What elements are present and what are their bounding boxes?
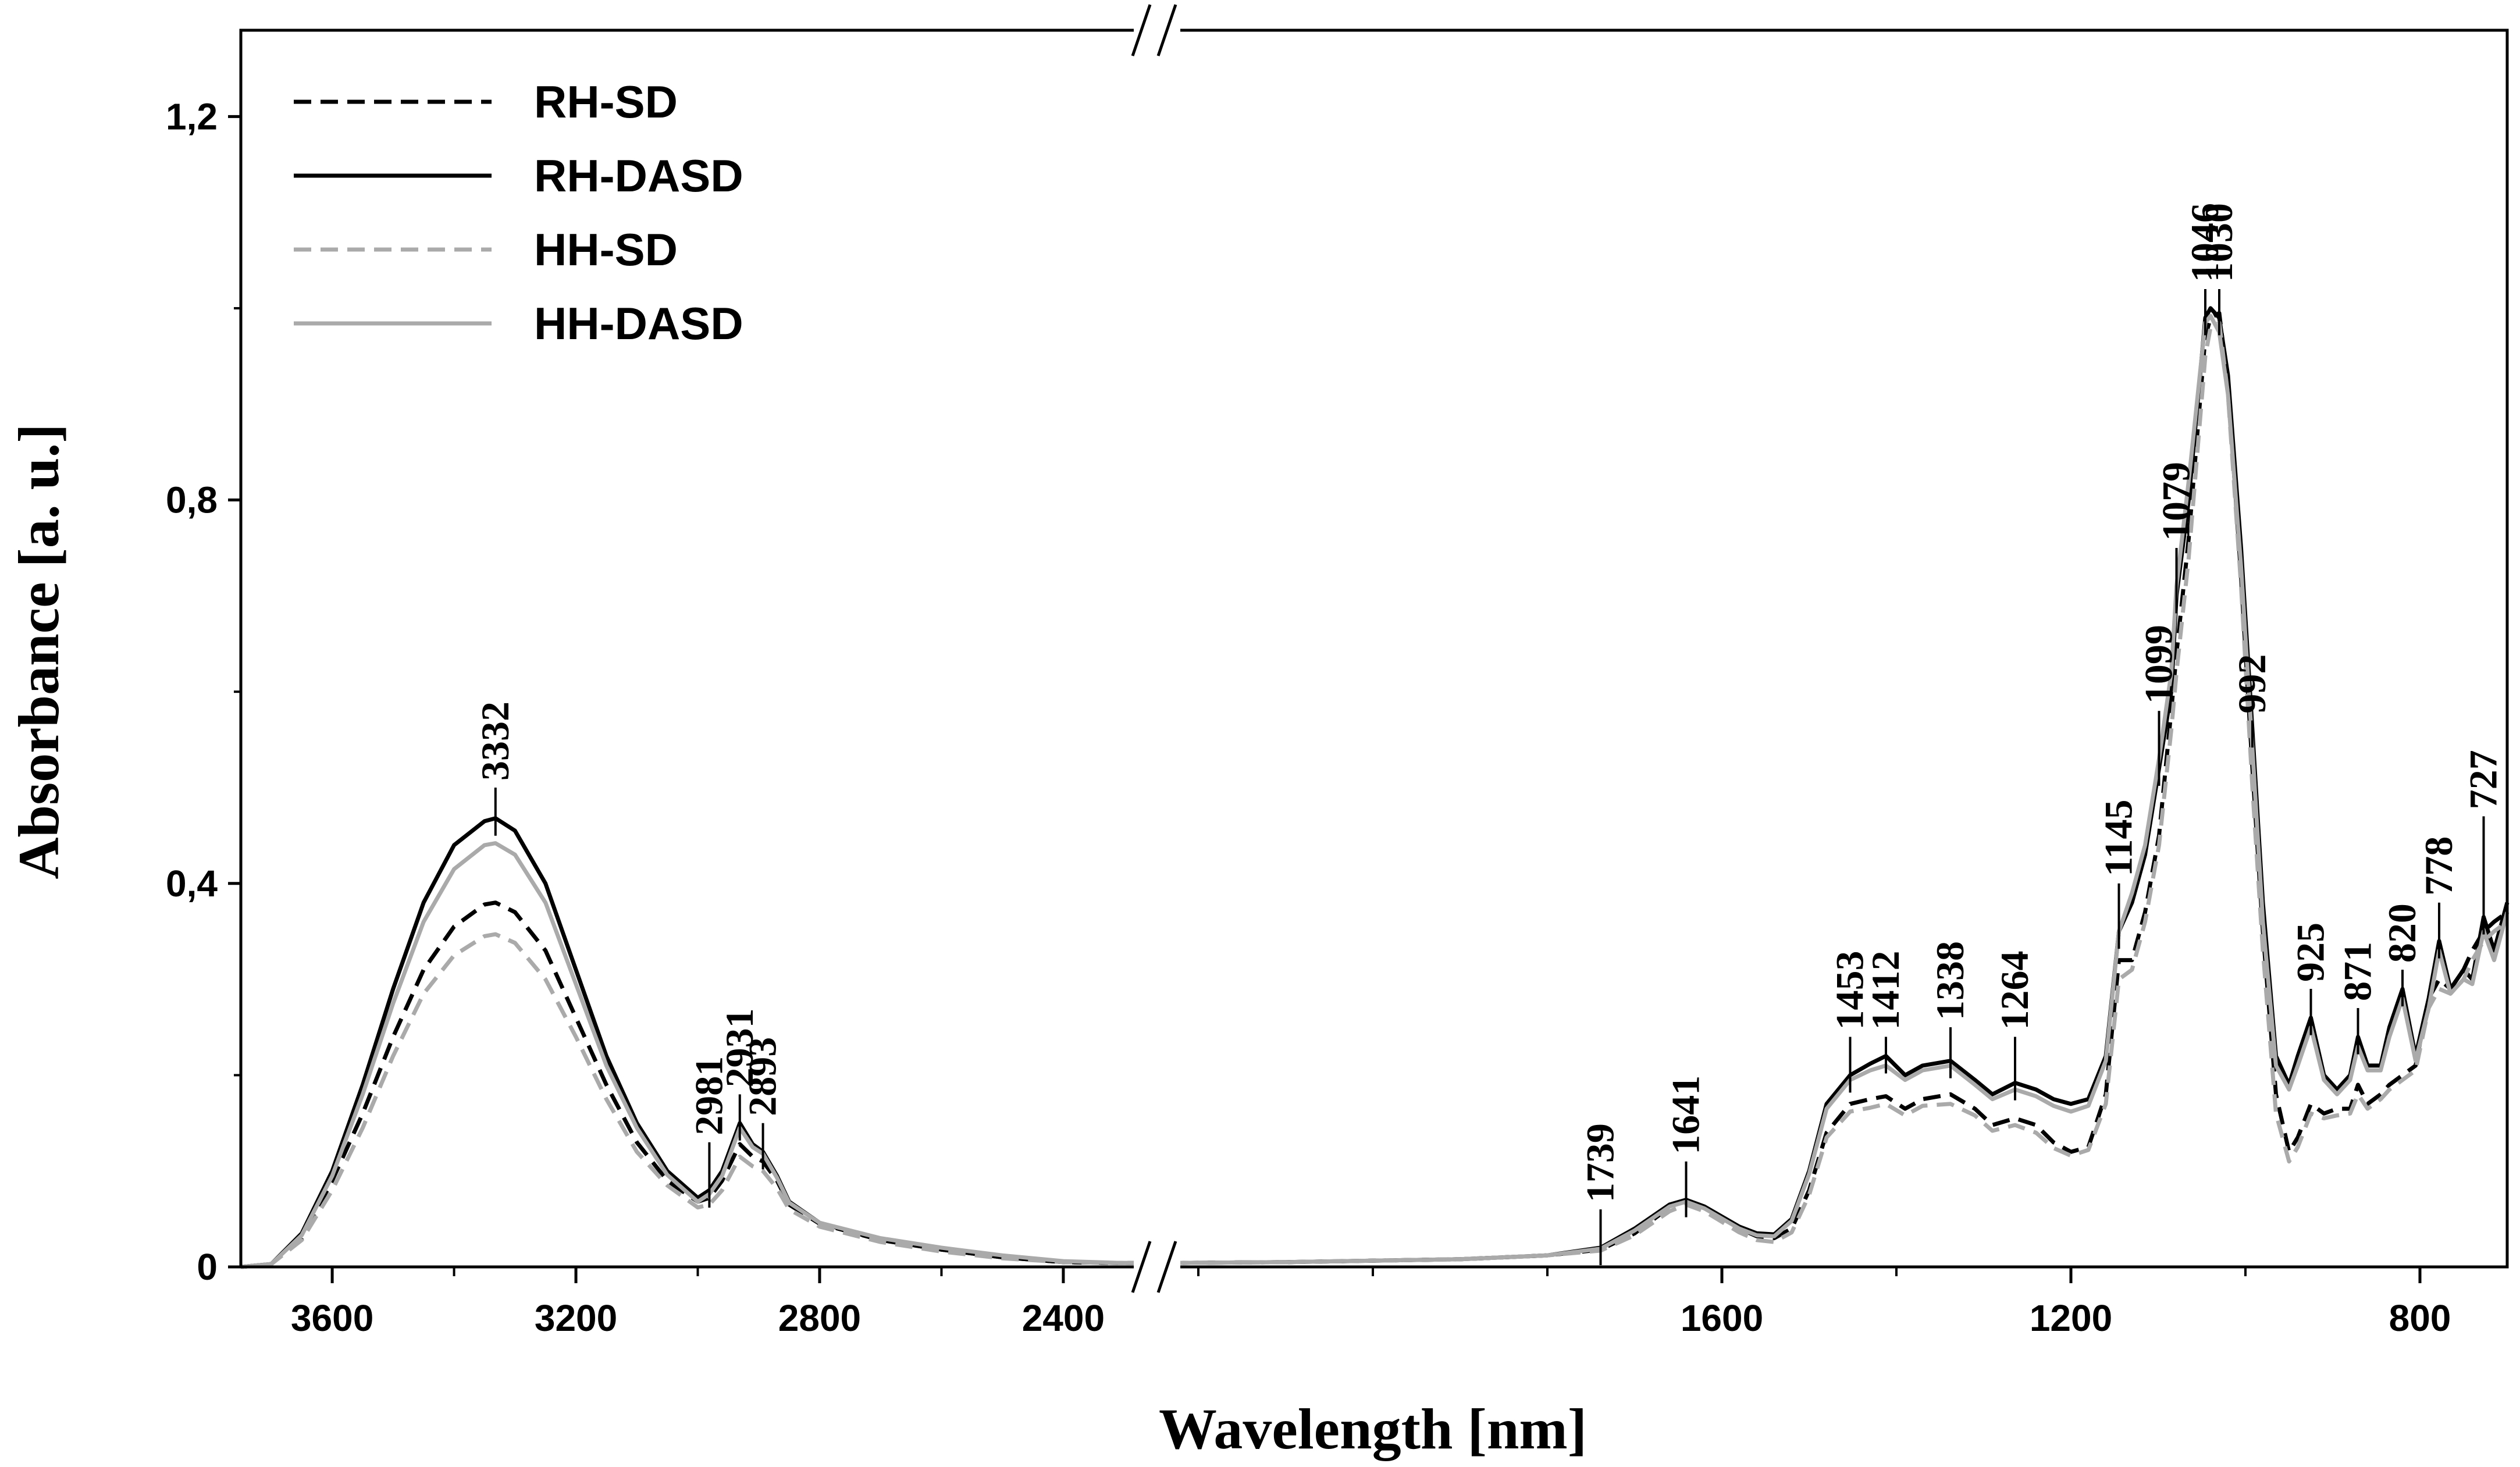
- legend-item-rh-sd: RH-SD: [294, 76, 678, 127]
- peak-annotation-1145: 1145: [2097, 800, 2141, 949]
- x-axis-title: Wavelength [nm]: [1159, 1397, 1587, 1461]
- peak-annotation-1338: 1338: [1928, 941, 1972, 1078]
- peak-label: 1453: [1828, 950, 1872, 1030]
- peak-annotation-1046: 1046: [2183, 203, 2227, 336]
- peak-label: 778: [2416, 836, 2461, 896]
- peak-annotation-778: 778: [2416, 836, 2461, 959]
- series-layer: [240, 306, 2510, 1269]
- x-tick-label: 1200: [2030, 1297, 2112, 1339]
- legend-item-hh-sd: HH-SD: [294, 224, 678, 275]
- peak-annotation-1453: 1453: [1828, 950, 1872, 1093]
- peak-annotation-2931: 2931: [717, 1008, 761, 1141]
- y-axis-title: Absorbance [a. u.]: [6, 423, 71, 879]
- x-tick-label: 3200: [535, 1297, 617, 1339]
- axes-layer: 0 0,4 0,8 1,2 3600 3200 2800 2400 1600 1200 800: [166, 4, 2509, 1339]
- peak-label: 1145: [2097, 800, 2141, 877]
- peak-label: 2893: [741, 1037, 785, 1116]
- peak-annotation-925: 925: [2288, 923, 2333, 1035]
- series-line-rh-dasd: [240, 306, 2510, 1269]
- peak-annotation-820: 820: [2380, 903, 2424, 1007]
- x-tick-label: 2400: [1022, 1297, 1105, 1339]
- peak-label: 727: [2461, 750, 2505, 809]
- peak-label: 871: [2336, 942, 2380, 1001]
- series-line-hh-sd: [240, 321, 2509, 1269]
- peak-annotation-871: 871: [2336, 942, 2380, 1055]
- peak-label: 1338: [1928, 941, 1972, 1020]
- series-line-rh-sd: [240, 311, 2509, 1269]
- peak-label: 925: [2288, 923, 2333, 982]
- axis-break-top: [1131, 4, 1180, 56]
- peak-label: 820: [2380, 903, 2424, 963]
- peak-annotation-727: 727: [2461, 750, 2505, 935]
- axis-break-bottom: [1131, 1241, 1180, 1293]
- peak-label: 1412: [1863, 950, 1907, 1030]
- peak-label: 1099: [2137, 625, 2181, 704]
- legend-item-rh-dasd: RH-DASD: [294, 150, 743, 201]
- y-tick-label: 0: [197, 1246, 218, 1288]
- peak-label: 1079: [2154, 462, 2198, 541]
- peak-label: 1030: [2197, 203, 2241, 282]
- peak-annotation-1030: 1030: [2197, 203, 2241, 336]
- peak-annotation-992: 992: [2230, 654, 2274, 748]
- peak-label: 2981: [686, 1056, 731, 1135]
- peak-label: 1641: [1664, 1076, 1708, 1155]
- legend-label: HH-SD: [534, 224, 678, 275]
- peak-annotation-3332: 3332: [473, 702, 517, 836]
- peak-annotation-1641: 1641: [1664, 1076, 1708, 1217]
- legend-label: HH-DASD: [534, 298, 743, 349]
- y-tick-label: 0,8: [166, 479, 218, 521]
- peak-label: 2931: [717, 1008, 761, 1087]
- peak-label: 1264: [1992, 950, 2037, 1030]
- peak-label: 3332: [473, 702, 517, 781]
- peak-annotation-1079: 1079: [2154, 462, 2198, 614]
- peak-annotation-2893: 2893: [741, 1037, 785, 1170]
- x-tick-label: 2800: [778, 1297, 861, 1339]
- peak-annotation-1739: 1739: [1578, 1123, 1622, 1266]
- peak-label: 992: [2230, 654, 2274, 714]
- legend-label: RH-SD: [534, 76, 678, 127]
- peak-annotation-2981: 2981: [686, 1056, 731, 1208]
- x-tick-label: 800: [2389, 1297, 2451, 1339]
- legend-label: RH-DASD: [534, 150, 743, 201]
- peak-annotation-1412: 1412: [1863, 950, 1907, 1074]
- peak-label: 1739: [1578, 1123, 1622, 1202]
- peak-label: 1046: [2183, 203, 2227, 282]
- series-line-hh-dasd: [240, 314, 2510, 1269]
- y-tick-label: 1,2: [166, 95, 218, 137]
- peak-annotation-1099: 1099: [2137, 625, 2181, 786]
- x-tick-label: 3600: [291, 1297, 373, 1339]
- x-tick-label: 1600: [1681, 1297, 1763, 1339]
- legend: RH-SD RH-DASD HH-SD HH-DASD: [294, 76, 743, 349]
- y-tick-label: 0,4: [166, 863, 218, 905]
- legend-item-hh-dasd: HH-DASD: [294, 298, 743, 349]
- peak-annotation-1264: 1264: [1992, 950, 2037, 1101]
